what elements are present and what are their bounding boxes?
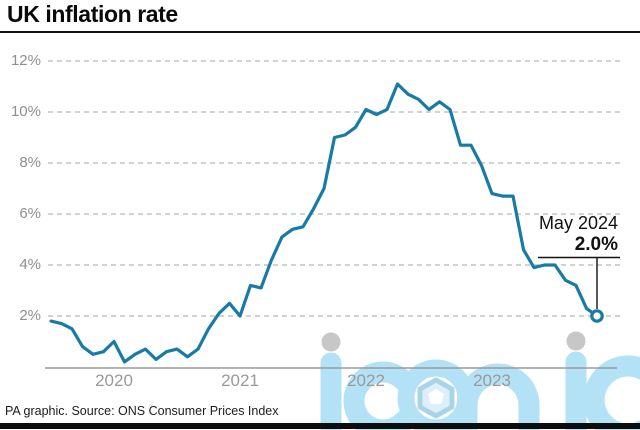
iconic-watermark (320, 331, 640, 430)
x-axis-tick-label: 2023 (473, 371, 511, 390)
x-axis-tick-label: 2022 (347, 371, 385, 390)
watermark-hexagon-logo (415, 377, 457, 419)
y-axis-tick-label: 4% (19, 256, 41, 273)
y-axis-tick-label: 12% (10, 52, 41, 69)
y-axis-tick-label: 6% (19, 205, 41, 222)
latest-value-annotation: May 2024 2.0% (539, 213, 618, 256)
title-divider (0, 31, 640, 33)
y-axis-tick-label: 10% (10, 103, 41, 120)
source-credit: PA graphic. Source: ONS Consumer Prices … (5, 404, 279, 418)
y-axis-tick-label: 8% (19, 154, 41, 171)
footer-bar (0, 423, 640, 429)
page-title: UK inflation rate (7, 1, 178, 27)
watermark-i-dot (566, 331, 586, 351)
latest-value-marker (590, 309, 604, 323)
annotation-value: 2.0% (574, 234, 618, 255)
annotation-date: May 2024 (538, 213, 618, 233)
inflation-line (49, 82, 599, 364)
y-axis-tick-label: 2% (19, 307, 41, 324)
gridlines (48, 60, 620, 317)
watermark-letters (320, 351, 640, 430)
x-axis-tick-label: 2020 (95, 371, 133, 390)
x-axis-tick-label: 2021 (221, 371, 259, 390)
watermark-i-dot (321, 332, 341, 352)
